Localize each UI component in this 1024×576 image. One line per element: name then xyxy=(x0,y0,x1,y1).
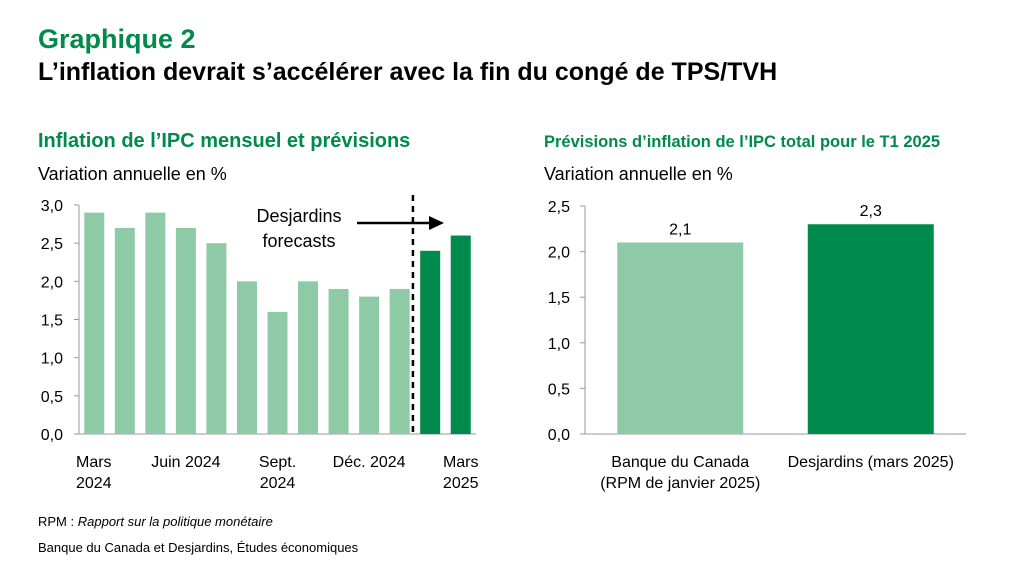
y-tick-label: 1,0 xyxy=(41,351,63,368)
x-tick-label: 2024 xyxy=(76,475,112,492)
forecast-bar xyxy=(807,224,934,434)
y-tick-label: 1,5 xyxy=(548,290,570,307)
footnote: RPM : Rapport sur la politique monétaire xyxy=(38,514,273,529)
x-tick-label: Juin 2024 xyxy=(151,454,220,471)
x-tick-label: Desjardins (mars 2025) xyxy=(788,454,954,471)
footnote-prefix: RPM : xyxy=(38,514,78,529)
forecast-bar xyxy=(420,250,441,434)
y-tick-label: 0,5 xyxy=(548,381,570,398)
actual-bar xyxy=(175,227,196,434)
footnote-italic: Rapport sur la politique monétaire xyxy=(77,514,273,529)
y-tick-label: 3,0 xyxy=(41,198,63,215)
y-tick-label: 1,5 xyxy=(41,313,63,330)
x-tick-label: 2024 xyxy=(260,475,296,492)
actual-bar xyxy=(206,243,227,434)
x-tick-label: 2025 xyxy=(443,475,479,492)
left-chart-unit: Variation annuelle en % xyxy=(38,164,227,184)
right-chart-title: Prévisions d’inflation de l’IPC total po… xyxy=(544,133,941,151)
x-tick-label: Sept. xyxy=(259,454,296,471)
y-tick-label: 1,0 xyxy=(548,336,570,353)
x-tick-label: Mars xyxy=(443,454,479,471)
actual-bar xyxy=(84,212,105,434)
y-tick-label: 2,0 xyxy=(41,274,63,291)
actual-bar xyxy=(298,281,319,434)
actual-bar xyxy=(328,288,349,434)
forecast-bar xyxy=(617,242,744,434)
y-tick-label: 0,0 xyxy=(41,427,63,444)
actual-bar xyxy=(267,311,288,434)
annotation-label: forecasts xyxy=(262,231,335,251)
left-chart-title: Inflation de l’IPC mensuel et prévisions xyxy=(38,130,411,152)
x-tick-label: (RPM de janvier 2025) xyxy=(600,475,760,492)
x-tick-label: Déc. 2024 xyxy=(333,454,406,471)
actual-bar xyxy=(359,296,380,434)
y-tick-label: 2,5 xyxy=(548,199,570,216)
chart-headline: L’inflation devrait s’accélérer avec la … xyxy=(38,58,778,86)
y-tick-label: 0,5 xyxy=(41,389,63,406)
data-label: 2,1 xyxy=(669,221,691,238)
right-chart-unit: Variation annuelle en % xyxy=(544,164,733,184)
forecast-bar xyxy=(450,235,471,434)
annotation-label: Desjardins xyxy=(256,206,341,226)
data-label: 2,3 xyxy=(860,203,882,220)
y-tick-label: 0,0 xyxy=(548,427,570,444)
annotation-arrow-head xyxy=(429,216,444,230)
actual-bar xyxy=(145,212,166,434)
x-tick-label: Banque du Canada xyxy=(611,454,749,471)
chart-kicker: Graphique 2 xyxy=(38,24,196,54)
actual-bar xyxy=(236,281,257,434)
actual-bar xyxy=(114,227,135,434)
y-tick-label: 2,0 xyxy=(548,245,570,262)
actual-bar xyxy=(389,288,410,434)
x-tick-label: Mars xyxy=(76,454,112,471)
y-tick-label: 2,5 xyxy=(41,236,63,253)
source-note: Banque du Canada et Desjardins, Études é… xyxy=(38,540,359,555)
